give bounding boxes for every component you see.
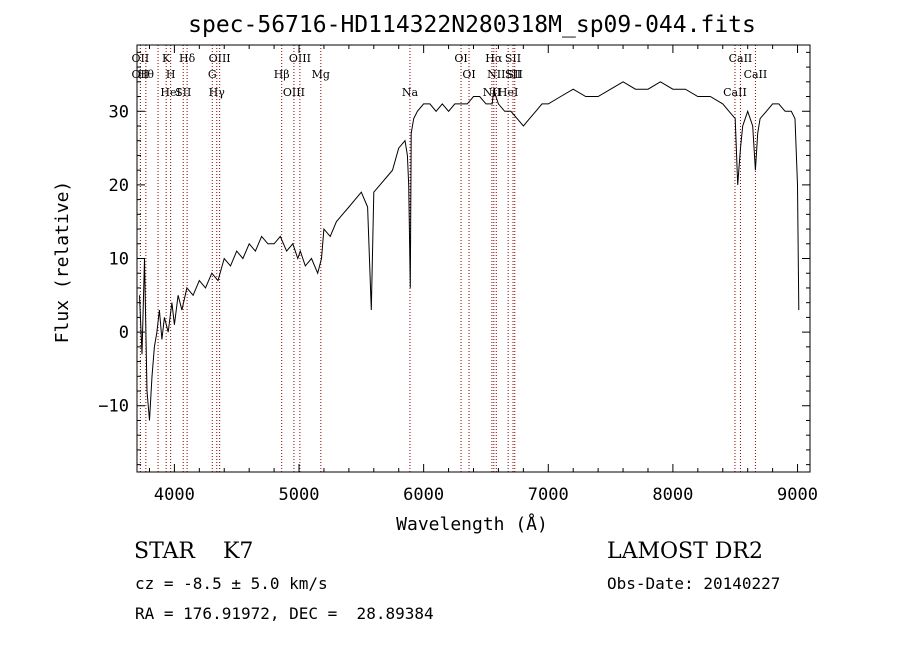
line-marker-label: HeI [498, 86, 518, 99]
line-marker-label: CaII [729, 52, 753, 65]
y-tick-label: 10 [109, 250, 129, 270]
line-marker-label: SII [505, 52, 521, 65]
line-marker-label: OII [132, 52, 150, 65]
axis-tick-layer: 4000 5000 6000 7000 8000 9000 −10 0 10 20 30 [98, 45, 818, 505]
line-marker-label: SII [507, 68, 523, 81]
x-axis-label: Wavelength (Å) [396, 513, 548, 535]
x-tick-label: 6000 [403, 485, 444, 505]
x-tick-label: 9000 [777, 485, 818, 505]
y-tick-label: 30 [109, 102, 129, 122]
line-marker-label: Hδ [179, 52, 196, 65]
line-marker-label: Hα [485, 52, 503, 65]
x-tick-label: 4000 [154, 485, 195, 505]
line-marker-label: Na [402, 86, 419, 99]
line-marker-label: K [162, 52, 171, 65]
x-tick-label: 5000 [279, 485, 320, 505]
y-tick-label: 0 [119, 323, 129, 343]
chart-title: spec-56716-HD114322N280318M_sp09-044.fit… [188, 12, 756, 38]
line-marker-label: Hθ [138, 68, 155, 81]
line-marker-label: NII [487, 68, 505, 81]
x-tick-label: 7000 [528, 485, 569, 505]
line-marker-label: OI [462, 68, 475, 81]
line-marker-label: Hγ [209, 86, 226, 99]
line-marker-label: SII [175, 86, 191, 99]
redshift-label: cz = -8.5 ± 5.0 km/s [135, 574, 328, 593]
line-marker-label: CaII [723, 86, 747, 99]
obs-date-label: Obs-Date: 20140227 [607, 574, 780, 593]
survey-label: LAMOST DR2 [607, 539, 763, 564]
y-tick-label: 20 [109, 176, 129, 196]
line-marker-layer: OIIOIIHθKHHeISIIHδGHγOIIIHβOIIIOIIIMgNaO… [132, 45, 768, 472]
line-marker-label: OIII [209, 52, 231, 65]
plot-frame [137, 45, 810, 472]
y-axis-label: Flux (relative) [52, 181, 73, 344]
line-marker-label: H [166, 68, 176, 81]
line-marker-label: OIII [289, 52, 311, 65]
y-tick-label: −10 [98, 397, 129, 417]
line-marker-label: Mg [312, 68, 330, 81]
line-marker-label: OIII [283, 86, 305, 99]
line-marker-label: CaII [744, 68, 768, 81]
coordinates-label: RA = 176.91972, DEC = 28.89384 [135, 604, 434, 623]
line-marker-label: OI [454, 52, 467, 65]
x-tick-label: 8000 [652, 485, 693, 505]
line-marker-label: Hβ [274, 68, 290, 81]
object-class-label: STAR K7 [134, 539, 253, 564]
line-marker-label: G [208, 68, 217, 81]
